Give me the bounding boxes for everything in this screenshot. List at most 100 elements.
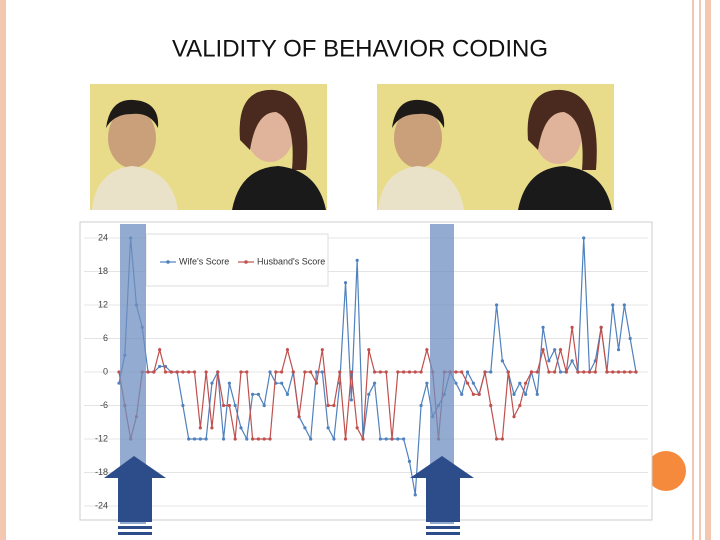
data-point — [402, 370, 406, 374]
data-point — [460, 370, 464, 374]
data-point — [117, 381, 121, 385]
data-point — [425, 381, 429, 385]
data-point — [355, 258, 359, 262]
data-point — [582, 236, 586, 240]
data-point — [500, 359, 504, 363]
data-point — [233, 403, 237, 408]
data-point — [535, 392, 539, 396]
data-point — [239, 426, 243, 430]
data-point — [268, 437, 272, 441]
data-point — [251, 392, 255, 396]
data-point — [320, 370, 324, 374]
data-point — [582, 370, 586, 374]
hair — [106, 99, 159, 128]
arrow — [104, 456, 166, 522]
data-point — [465, 381, 470, 385]
data-point — [558, 370, 563, 374]
data-point — [280, 370, 284, 374]
data-point — [349, 370, 353, 374]
data-point — [221, 403, 226, 408]
arrow-stripe — [426, 526, 460, 529]
data-point — [245, 437, 249, 441]
data-point — [291, 370, 295, 374]
data-point — [210, 381, 214, 385]
data-point — [512, 392, 516, 396]
data-point — [221, 437, 226, 441]
y-tick-label: -12 — [95, 433, 108, 443]
data-point — [285, 348, 290, 352]
data-point — [314, 381, 319, 385]
hair — [239, 89, 308, 170]
data-point — [262, 437, 266, 441]
data-point — [616, 348, 621, 352]
data-point — [611, 303, 615, 307]
data-point — [384, 437, 388, 441]
data-point — [454, 370, 458, 374]
data-point — [338, 370, 342, 374]
data-point — [547, 370, 551, 374]
arrow-stripe — [118, 532, 152, 535]
data-point — [361, 437, 365, 441]
data-point — [297, 415, 301, 419]
data-point — [599, 325, 603, 329]
data-point — [506, 370, 510, 374]
data-point — [343, 437, 348, 441]
data-point — [274, 370, 278, 374]
data-point — [628, 336, 632, 341]
data-point — [524, 381, 528, 385]
data-point — [378, 370, 383, 374]
data-point — [413, 370, 417, 374]
data-point — [564, 370, 568, 374]
data-point — [535, 370, 539, 374]
data-point — [541, 325, 545, 329]
y-tick-label: 24 — [98, 232, 108, 242]
arrow-stripe — [118, 526, 152, 529]
data-point — [181, 370, 185, 374]
data-point — [181, 403, 185, 408]
data-point — [367, 392, 371, 396]
legend-label: Wife's Score — [179, 256, 229, 266]
y-tick-label: -18 — [95, 467, 108, 477]
data-point — [320, 348, 324, 352]
data-point — [489, 370, 493, 374]
data-point — [396, 370, 400, 374]
data-point — [477, 392, 481, 396]
data-point — [553, 370, 557, 374]
data-point — [622, 303, 626, 307]
data-point — [152, 370, 156, 374]
data-point — [471, 392, 475, 396]
shirt — [518, 166, 612, 210]
hair — [392, 99, 445, 128]
data-point — [198, 426, 202, 430]
arrow-left — [104, 456, 166, 535]
shirt — [92, 166, 178, 210]
accent-circle — [646, 451, 686, 491]
data-point — [541, 348, 545, 352]
legend-marker — [244, 260, 248, 264]
y-tick-label: 6 — [103, 333, 108, 343]
data-point — [256, 437, 261, 441]
legend-label: Husband's Score — [257, 256, 325, 266]
data-point — [500, 437, 504, 441]
data-point — [465, 370, 470, 374]
y-tick-label: -6 — [100, 400, 108, 410]
data-point — [268, 370, 272, 374]
data-point — [547, 359, 551, 363]
data-point — [634, 370, 638, 374]
data-point — [605, 370, 609, 374]
data-point — [158, 364, 162, 369]
data-point — [419, 403, 423, 408]
data-point — [204, 370, 208, 374]
data-point — [413, 493, 417, 497]
data-point — [332, 403, 336, 408]
data-point — [460, 392, 464, 396]
data-point — [616, 370, 621, 374]
data-point — [518, 403, 522, 408]
chart-title: VALIDITY OF BEHAVIOR CODING — [172, 35, 548, 62]
data-point — [628, 370, 632, 374]
data-point — [494, 437, 499, 441]
data-point — [216, 370, 220, 374]
data-point — [227, 381, 231, 385]
data-point — [419, 370, 423, 374]
data-point — [576, 370, 580, 374]
